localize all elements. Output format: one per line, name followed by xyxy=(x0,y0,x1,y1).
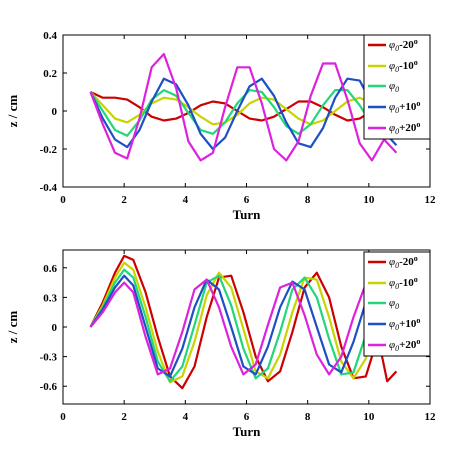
legend-label: φ0 xyxy=(389,297,399,311)
series-line xyxy=(89,268,398,383)
series-line xyxy=(89,274,398,378)
x-axis-label: Turn xyxy=(233,424,261,439)
x-tick-label: 12 xyxy=(425,194,437,206)
legend-label: φ0+10o xyxy=(389,99,420,115)
legend-label: φ0 xyxy=(389,80,399,94)
series-line xyxy=(89,254,398,390)
x-tick-label: 2 xyxy=(121,194,127,206)
series-line xyxy=(89,52,398,162)
x-tick-label: 4 xyxy=(183,411,189,423)
y-tick-label: 0 xyxy=(52,106,58,118)
x-tick-label: 0 xyxy=(60,411,66,423)
x-tick-label: 12 xyxy=(425,411,437,423)
y-axis-label: z / cm xyxy=(5,311,20,344)
x-tick-label: 4 xyxy=(183,194,189,206)
series-line xyxy=(89,278,398,376)
x-tick-label: 8 xyxy=(305,411,311,423)
y-axis-label: z / cm xyxy=(5,95,20,128)
series-line xyxy=(89,77,398,151)
y-tick-label: -0.4 xyxy=(40,182,58,194)
legend-label: φ0+10o xyxy=(389,316,420,332)
legend-label: φ0-20o xyxy=(389,37,418,53)
x-axis-label: Turn xyxy=(233,207,261,222)
y-tick-label: -0.3 xyxy=(40,352,58,364)
legend-label: φ0-10o xyxy=(389,58,418,74)
y-tick-label: 0.4 xyxy=(43,30,57,42)
legend-label: φ0+20o xyxy=(389,120,420,136)
legend-label: φ0+20o xyxy=(389,337,420,353)
x-tick-label: 10 xyxy=(363,194,375,206)
y-tick-label: -0.6 xyxy=(40,381,58,393)
legend-label: φ0-20o xyxy=(389,254,418,270)
x-tick-label: 6 xyxy=(244,411,250,423)
y-tick-label: 0.6 xyxy=(43,263,57,275)
x-tick-label: 6 xyxy=(244,194,250,206)
y-tick-label: -0.2 xyxy=(40,144,58,156)
y-tick-label: 0.2 xyxy=(43,68,57,80)
x-tick-label: 10 xyxy=(363,411,375,423)
y-tick-label: 0 xyxy=(52,322,58,334)
chart-top: 0 2 4 6 8 10 12 -0.4 -0.2 0 0.2 0.4 Turn z / cm φ0-20o… xyxy=(5,30,436,222)
x-tick-label: 0 xyxy=(60,194,66,206)
y-tick-label: 0.3 xyxy=(43,292,57,304)
chart-bottom: 0 2 4 6 8 10 12 -0.6 -0.3 0 0.3 0.6 Turn z / cm φ0-20o… xyxy=(5,249,437,439)
x-tick-label: 2 xyxy=(121,411,127,423)
x-tick-label: 8 xyxy=(305,194,311,206)
legend-label: φ0-10o xyxy=(389,275,418,291)
